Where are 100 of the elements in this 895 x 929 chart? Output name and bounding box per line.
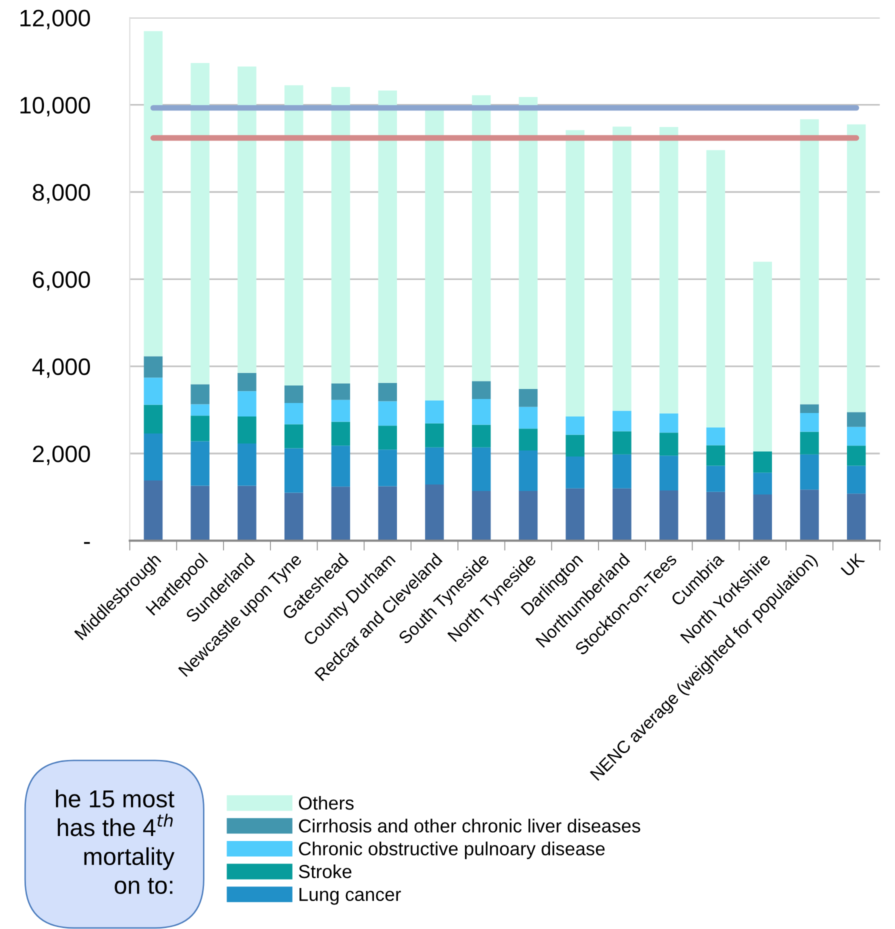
bar bbox=[190, 416, 210, 442]
legend-label: Chronic obstructive pulnoary disease bbox=[298, 842, 605, 860]
bar bbox=[518, 389, 538, 407]
bar bbox=[800, 412, 819, 432]
bar bbox=[331, 486, 350, 541]
bar bbox=[846, 124, 866, 412]
bar bbox=[472, 424, 491, 448]
bar bbox=[331, 400, 350, 422]
bar bbox=[800, 490, 819, 541]
y-tick-label: 4,000 bbox=[32, 358, 90, 378]
bar bbox=[284, 448, 304, 493]
bar bbox=[518, 428, 538, 450]
bar bbox=[846, 446, 866, 466]
bar bbox=[238, 391, 256, 416]
bar bbox=[190, 441, 210, 486]
bar bbox=[378, 401, 397, 426]
bar bbox=[753, 262, 772, 452]
bar bbox=[706, 492, 726, 541]
bar bbox=[612, 454, 632, 488]
bar bbox=[472, 490, 491, 541]
bar bbox=[190, 384, 210, 404]
bar bbox=[612, 431, 632, 454]
bar bbox=[800, 432, 819, 454]
bar bbox=[238, 486, 256, 541]
y-tick-label: 8,000 bbox=[32, 184, 90, 204]
bar bbox=[190, 486, 210, 541]
y-tick-label: 2,000 bbox=[32, 446, 90, 466]
bar bbox=[659, 432, 678, 456]
bar bbox=[612, 488, 632, 541]
legend-label: Lung cancer bbox=[300, 888, 401, 905]
bar bbox=[753, 494, 772, 541]
bar bbox=[144, 480, 163, 541]
bar bbox=[846, 412, 866, 427]
bar bbox=[331, 86, 350, 384]
bar bbox=[566, 434, 584, 457]
bar bbox=[612, 126, 632, 411]
bar bbox=[706, 445, 726, 466]
bar bbox=[425, 423, 444, 448]
bar bbox=[190, 404, 210, 416]
bar bbox=[659, 456, 678, 491]
bar bbox=[846, 466, 866, 494]
bar bbox=[378, 450, 397, 486]
bar bbox=[659, 490, 678, 541]
bar bbox=[284, 402, 304, 424]
bar bbox=[284, 424, 304, 448]
bar bbox=[378, 426, 397, 450]
bar bbox=[144, 356, 163, 378]
bar bbox=[238, 443, 256, 486]
bar bbox=[378, 486, 397, 541]
bar bbox=[238, 66, 256, 373]
bar bbox=[472, 447, 491, 491]
legend-label: Others bbox=[298, 796, 354, 810]
bar bbox=[425, 484, 444, 541]
bar bbox=[566, 416, 584, 435]
bar bbox=[518, 450, 538, 491]
bar bbox=[284, 492, 304, 541]
bar bbox=[472, 381, 491, 400]
bar bbox=[659, 413, 678, 433]
x-tick-label: UK bbox=[840, 552, 866, 577]
legend-label: Cirrhosis and other chronic liver diseases bbox=[298, 818, 640, 833]
bar bbox=[612, 410, 632, 432]
bar bbox=[238, 372, 256, 392]
bar bbox=[144, 378, 163, 405]
bar bbox=[518, 96, 538, 389]
bar bbox=[800, 454, 819, 490]
bar bbox=[284, 386, 304, 403]
bar bbox=[144, 433, 163, 481]
bar bbox=[331, 383, 350, 400]
bar bbox=[706, 466, 726, 492]
y-tick-label: 10,000 bbox=[20, 96, 90, 116]
bar bbox=[518, 490, 538, 541]
bar bbox=[706, 150, 726, 428]
bar bbox=[378, 90, 397, 383]
bar bbox=[331, 446, 350, 487]
text: he 15 most has the 4$^{th}$ mortality on to: bbox=[56, 790, 174, 894]
bar bbox=[331, 422, 350, 446]
bar bbox=[238, 416, 256, 444]
bar bbox=[566, 488, 584, 541]
bar bbox=[425, 109, 444, 400]
bar bbox=[144, 31, 163, 356]
bar bbox=[706, 427, 726, 446]
bar bbox=[378, 382, 397, 402]
y-tick-label: 6,000 bbox=[33, 271, 90, 291]
bar bbox=[190, 62, 210, 384]
bar bbox=[566, 456, 584, 488]
bar bbox=[472, 95, 491, 382]
bar bbox=[472, 399, 491, 425]
bar bbox=[800, 119, 819, 404]
bar bbox=[144, 404, 163, 434]
bar bbox=[284, 85, 304, 386]
bar bbox=[800, 404, 819, 413]
y-tick-label: 12,000 bbox=[20, 10, 90, 30]
bar bbox=[425, 400, 444, 424]
bar bbox=[518, 406, 538, 429]
bar bbox=[566, 130, 584, 416]
legend-label: Stroke bbox=[298, 864, 352, 878]
bar bbox=[753, 451, 772, 473]
bar bbox=[659, 127, 678, 414]
bar bbox=[846, 426, 866, 446]
bar bbox=[846, 494, 866, 541]
